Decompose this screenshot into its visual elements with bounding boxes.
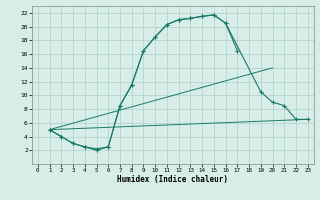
X-axis label: Humidex (Indice chaleur): Humidex (Indice chaleur)	[117, 175, 228, 184]
